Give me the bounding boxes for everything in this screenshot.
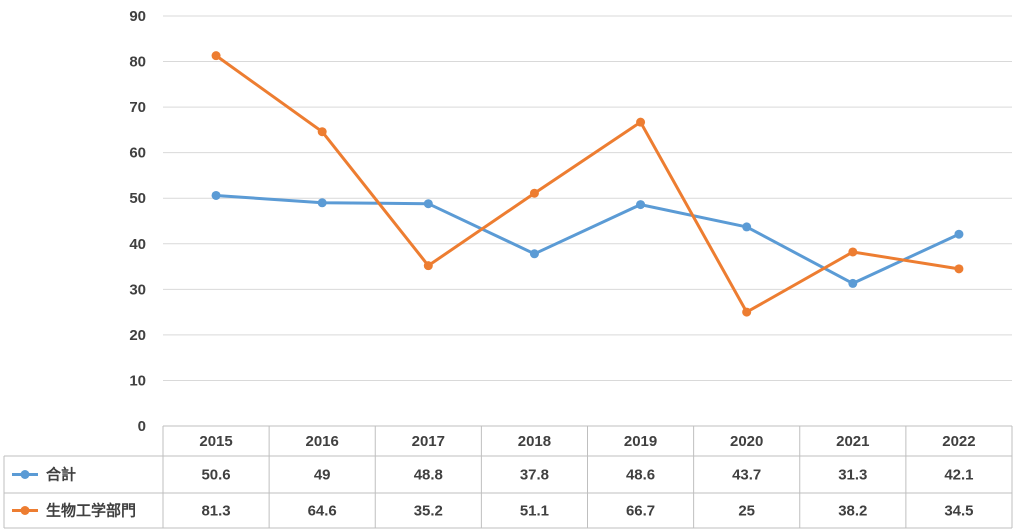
data-point (636, 117, 646, 127)
y-tick-label: 70 (129, 99, 146, 116)
data-point (317, 127, 327, 137)
data-label: 64.6 (308, 503, 337, 520)
data-label: 48.6 (626, 467, 655, 484)
y-tick-label: 40 (129, 236, 146, 253)
data-label: 38.2 (838, 503, 867, 520)
x-tick-label: 2020 (730, 433, 763, 450)
y-tick-label: 0 (138, 418, 146, 435)
data-point (742, 222, 752, 232)
data-label: 31.3 (838, 467, 867, 484)
legend-key-marker (20, 506, 30, 515)
data-label: 35.2 (414, 503, 443, 520)
x-tick-label: 2017 (412, 433, 445, 450)
legend-entry: 生物工学部門 (46, 502, 136, 520)
data-label: 48.8 (414, 467, 443, 484)
data-point (211, 51, 221, 61)
grid-lines (163, 15, 1012, 381)
data-point (529, 249, 539, 259)
data-label: 49 (314, 467, 331, 484)
data-table: 2015 2016 2017 2018 2019 2020 2021 2022 合計 50.6 49… (3, 425, 1013, 529)
data-label: 42.1 (944, 467, 973, 484)
y-tick-label: 90 (129, 8, 146, 25)
data-label: 43.7 (732, 467, 761, 484)
y-tick-label: 60 (129, 145, 146, 162)
data-label: 81.3 (201, 503, 230, 520)
y-tick-label: 50 (129, 190, 146, 207)
data-point (848, 247, 858, 257)
data-point (423, 261, 433, 271)
data-label: 37.8 (520, 467, 549, 484)
y-tick-label: 10 (129, 372, 146, 389)
data-point (529, 188, 539, 198)
data-point (742, 307, 752, 317)
data-point (848, 278, 858, 288)
series-line (214, 54, 961, 314)
x-tick-label: 2021 (836, 433, 869, 450)
data-label: 66.7 (626, 503, 655, 520)
x-tick-label: 2018 (518, 433, 551, 450)
data-label: 51.1 (520, 503, 549, 520)
data-point (211, 190, 221, 200)
x-tick-label: 2015 (199, 433, 232, 450)
x-tick-label: 2016 (306, 433, 339, 450)
series-lines (211, 51, 964, 317)
x-tick-label: 2019 (624, 433, 657, 450)
data-point (954, 229, 964, 239)
series-line (214, 193, 961, 285)
legend-entry: 合計 (45, 466, 76, 484)
data-point (636, 200, 646, 210)
x-tick-label: 2022 (942, 433, 975, 450)
data-label: 50.6 (201, 467, 230, 484)
data-label: 25 (738, 503, 755, 520)
y-axis-ticks: 0 10 20 30 40 50 60 70 80 90 (129, 8, 146, 435)
y-tick-label: 20 (129, 327, 146, 344)
data-point (317, 198, 327, 208)
legend-key-marker (20, 470, 30, 479)
data-label: 34.5 (944, 503, 973, 520)
data-point (423, 199, 433, 209)
y-tick-label: 30 (129, 281, 146, 298)
data-point (954, 264, 964, 274)
y-tick-label: 80 (129, 54, 146, 71)
